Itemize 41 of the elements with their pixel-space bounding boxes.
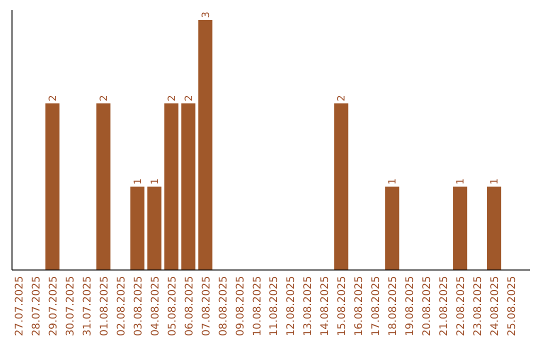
data-label: 1 [388,178,399,185]
x-tick-label: 29.07.2025 [47,276,60,336]
data-label: 1 [132,178,144,185]
x-tick-label: 24.08.2025 [489,276,502,336]
data-label: 3 [200,12,212,18]
x-tick-label: 25.08.2025 [506,276,518,336]
x-tick-label: 28.07.2025 [30,276,42,336]
x-tick-label: 31.07.2025 [81,276,94,336]
x-tick-label: 05.08.2025 [166,276,178,336]
x-tick-label: 12.08.2025 [285,276,298,336]
x-tick-label: 27.07.2025 [13,276,26,336]
x-tick-label: 10.08.2025 [251,276,264,336]
x-tick-label: 08.08.2025 [217,276,230,336]
data-label: 1 [150,178,161,185]
x-tick-label: 21.08.2025 [438,276,450,336]
data-label: 2 [48,94,59,102]
x-tick-label: 03.08.2025 [132,276,144,336]
x-tick-label: 23.08.2025 [472,276,484,336]
data-label: 2 [336,94,348,102]
x-tick-label: 19.08.2025 [404,276,416,336]
x-tick-label: 01.08.2025 [98,276,110,336]
x-tick-label: 22.08.2025 [455,276,468,336]
x-tick-label: 17.08.2025 [370,276,382,336]
data-label: 1 [490,178,501,185]
x-tick-label: 11.08.2025 [268,276,280,336]
x-tick-label: 09.08.2025 [234,276,246,336]
data-label: 1 [456,178,467,185]
x-tick-label: 15.08.2025 [336,276,348,336]
data-label: 2 [166,94,178,102]
x-tick-label: 04.08.2025 [149,276,162,336]
x-tick-label: 20.08.2025 [421,276,434,336]
x-tick-label: 06.08.2025 [183,276,196,336]
x-tick-label: 13.08.2025 [302,276,314,336]
x-tick-label: 16.08.2025 [353,276,366,336]
data-label: 2 [184,94,195,102]
x-tick-label: 30.07.2025 [64,276,76,336]
x-tick-label: 02.08.2025 [115,276,128,336]
x-tick-label: 07.08.2025 [200,276,212,336]
x-tick-label: 14.08.2025 [319,276,332,336]
data-label: 2 [98,94,110,102]
x-tick-label: 18.08.2025 [387,276,400,336]
